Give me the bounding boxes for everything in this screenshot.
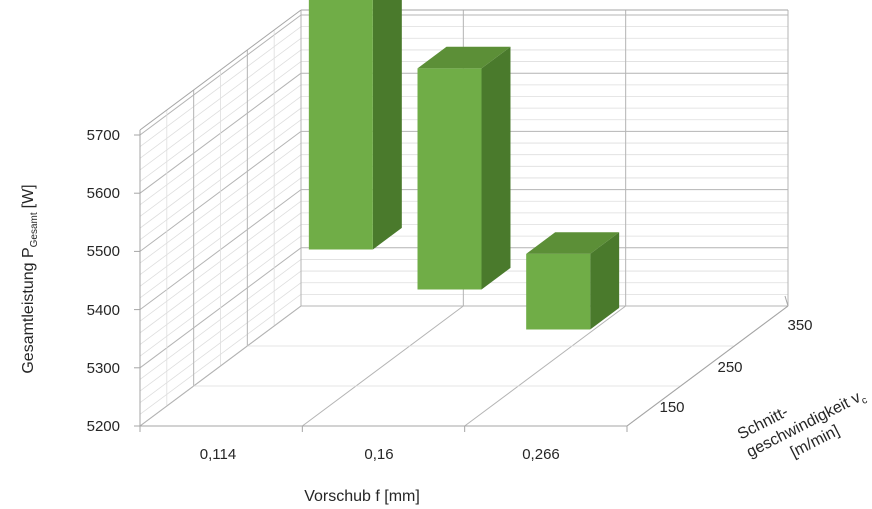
x-tick-label: 0,114 <box>200 446 236 463</box>
depth-axis-line <box>626 305 789 427</box>
y-axis-title-sub: Gesamt <box>29 212 40 247</box>
depth-tick-label: 250 <box>717 359 742 376</box>
y-tick-label: 5200 <box>87 418 120 435</box>
bar-top-face <box>417 46 511 69</box>
y-axis-title-unit: [W] <box>20 184 37 208</box>
bar-front-face <box>417 68 482 290</box>
y-tick-label: 5400 <box>87 302 120 319</box>
bar-side-face <box>590 232 620 330</box>
bar <box>308 0 402 250</box>
bar-side-face <box>481 46 511 290</box>
x-tick-label: 0,266 <box>522 446 560 463</box>
depth-tick-label: 350 <box>787 317 812 334</box>
bar-side-face <box>372 0 402 250</box>
y-axis-title: Gesamtleistung PGesamt [W] <box>20 184 40 373</box>
bar-front-face <box>526 253 591 330</box>
x-tick-label: 0,16 <box>364 446 393 463</box>
bars <box>308 0 620 330</box>
depth-axis-extension <box>784 295 789 307</box>
y-tick-label: 5700 <box>87 127 120 144</box>
y-tick-label: 5500 <box>87 243 120 260</box>
bar-top-face <box>526 232 620 254</box>
depth-axis-title: Schnitt- geschwindigkeit vc [m/min] <box>735 389 869 461</box>
y-tick-label: 5300 <box>87 360 120 377</box>
bar-front-face <box>308 0 373 250</box>
bar <box>417 46 511 290</box>
wall-top-edge <box>139 9 302 131</box>
floor-gridline <box>302 305 464 427</box>
floor-gridline <box>139 305 302 427</box>
grid <box>134 9 789 432</box>
bar <box>526 232 620 330</box>
x-axis-title: Vorschub f [mm] <box>304 488 420 505</box>
y-axis-title-main: Gesamtleistung P <box>20 247 37 373</box>
depth-axis-title-sub: c <box>860 395 869 407</box>
floor-gridline <box>464 305 626 427</box>
y-tick-label: 5600 <box>87 185 120 202</box>
depth-tick-label: 150 <box>659 399 684 416</box>
